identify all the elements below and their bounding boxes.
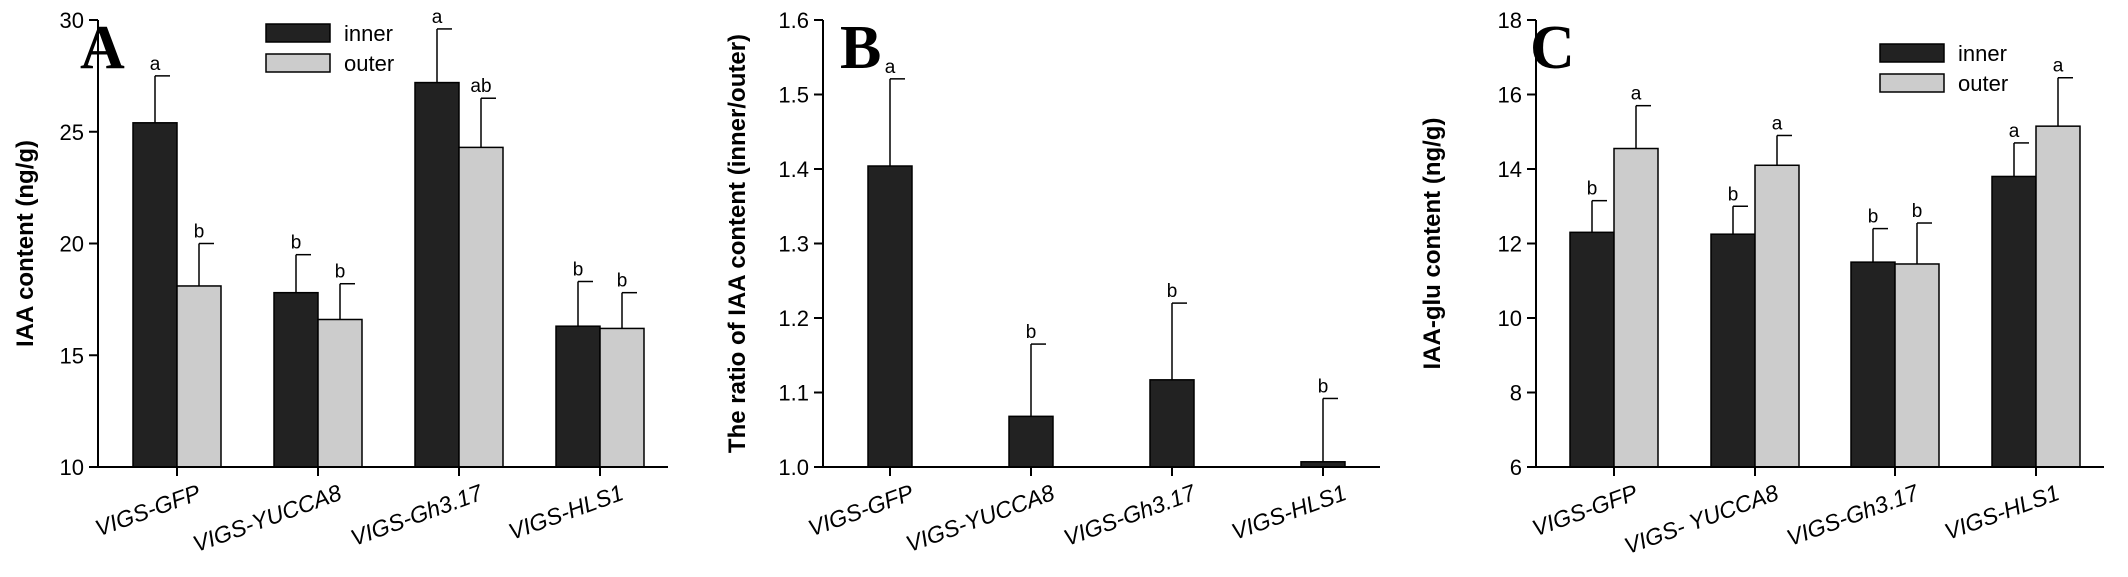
significance-label: b: [1728, 184, 1739, 205]
bar-inner-0: [132, 122, 178, 468]
bar-outer-2: [458, 146, 504, 468]
bar-outer-2: [1894, 263, 1940, 468]
category-label: VIGS-GFP: [1529, 479, 1642, 541]
y-tick-label: 1.3: [778, 232, 809, 257]
category-label: VIGS-Gh3.17: [1060, 479, 1200, 551]
panel-b: a b b b 1.0 1.1 1.2 1.3 1.4 1.5 1.6 VIGS-GFPVIGS-YU…: [724, 8, 1380, 557]
category-label: VIGS-YUCCA8: [902, 479, 1058, 557]
y-tick-label: 12: [1498, 232, 1522, 257]
bar-outer-3: [599, 327, 645, 468]
bar-outer-1: [317, 318, 363, 468]
y-tick-label: 10: [60, 455, 84, 480]
category-label: VIGS-GFP: [92, 479, 205, 541]
significance-label: ab: [470, 76, 491, 97]
y-tick-label: 18: [1498, 8, 1522, 33]
panel-letter: B: [840, 14, 881, 82]
bar-ratio-0: [867, 165, 913, 468]
legend-label-outer: outer: [344, 51, 394, 76]
y-tick-label: 14: [1498, 157, 1522, 182]
bar-outer-0: [1613, 147, 1659, 468]
category-label: VIGS-GFP: [805, 479, 918, 541]
significance-label: b: [1026, 322, 1037, 343]
y-tick-label: 15: [60, 343, 84, 368]
significance-label: b: [617, 271, 628, 292]
y-tick-label: 25: [60, 120, 84, 145]
bar-inner-1: [273, 291, 319, 468]
y-tick-label: 1.0: [778, 455, 809, 480]
significance-label: b: [1167, 281, 1178, 302]
y-tick-label: 1.4: [778, 157, 809, 182]
y-tick-label: 10: [1498, 306, 1522, 331]
bar-ratio-1: [1008, 415, 1054, 468]
bar-inner-1: [1710, 233, 1756, 468]
significance-label: a: [1631, 84, 1642, 105]
significance-label: b: [1912, 201, 1923, 222]
bar-inner-3: [1991, 175, 2037, 468]
y-tick-label: 1.2: [778, 306, 809, 331]
significance-label: b: [335, 262, 346, 283]
significance-label: a: [2053, 56, 2064, 77]
significance-label: a: [1772, 113, 1783, 134]
significance-label: b: [1868, 207, 1879, 228]
category-label: VIGS-Gh3.17: [1783, 479, 1923, 551]
category-label: VIGS-Gh3.17: [347, 479, 487, 551]
y-tick-label: 1.1: [778, 381, 809, 406]
significance-label: b: [573, 259, 584, 280]
legend-label-outer: outer: [1958, 71, 2008, 96]
y-tick-label: 6: [1510, 455, 1522, 480]
bar-inner-3: [555, 325, 601, 468]
bar-outer-3: [2035, 125, 2081, 468]
y-tick-label: 30: [60, 8, 84, 33]
category-label: VIGS-HLS1: [1941, 479, 2063, 545]
y-axis-title: IAA-glu content (ng/g): [1419, 118, 1446, 370]
y-axis-title: The ratio of IAA content (inner/outer): [724, 34, 751, 453]
legend-swatch-outer: [1879, 73, 1945, 93]
legend-swatch-inner: [1879, 43, 1945, 63]
y-tick-label: 20: [60, 232, 84, 257]
category-label: VIGS- YUCCA8: [1621, 479, 1782, 559]
significance-label: b: [1318, 376, 1329, 397]
y-tick-label: 1.5: [778, 83, 809, 108]
significance-label: a: [885, 57, 896, 78]
significance-label: b: [1587, 179, 1598, 200]
legend-swatch-inner: [265, 23, 331, 43]
panel-letter: C: [1530, 14, 1575, 82]
bar-outer-1: [1754, 164, 1800, 468]
legend-label-inner: inner: [1958, 41, 2007, 66]
bar-inner-0: [1569, 231, 1615, 468]
category-label: VIGS-YUCCA8: [189, 479, 345, 557]
significance-label: b: [194, 222, 205, 243]
significance-label: a: [2009, 121, 2020, 142]
legend: inner outer: [1879, 41, 2008, 96]
category-label: VIGS-HLS1: [1228, 479, 1350, 545]
bar-inner-2: [1850, 261, 1896, 468]
y-tick-label: 8: [1510, 381, 1522, 406]
significance-label: a: [432, 7, 443, 28]
panel-letter: A: [80, 14, 125, 82]
legend: inner outer: [265, 21, 394, 76]
y-tick-label: 16: [1498, 83, 1522, 108]
bar-outer-0: [176, 285, 222, 468]
legend-label-inner: inner: [344, 21, 393, 46]
bar-inner-2: [414, 81, 460, 468]
bar-ratio-2: [1149, 379, 1195, 468]
legend-swatch-outer: [265, 53, 331, 73]
significance-label: a: [150, 54, 161, 75]
category-label: VIGS-HLS1: [505, 479, 627, 545]
y-axis-title: IAA content (ng/g): [12, 140, 39, 347]
significance-label: b: [291, 233, 302, 254]
y-tick-label: 1.6: [778, 8, 809, 33]
